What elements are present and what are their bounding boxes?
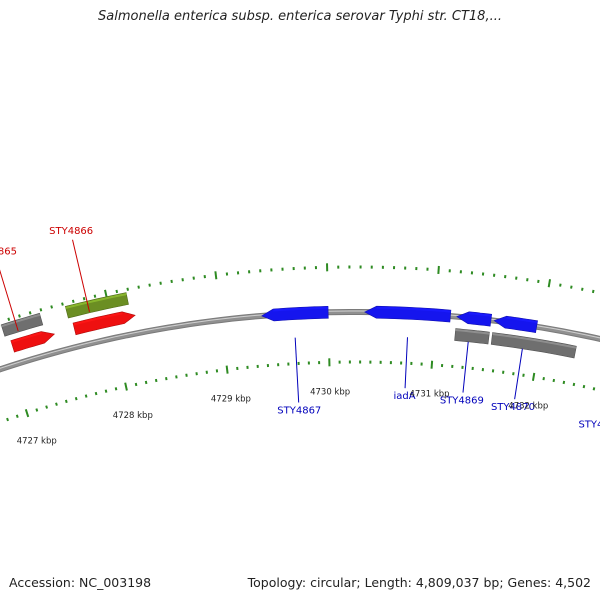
gene-feature[interactable]	[490, 332, 577, 359]
inner-tick-major	[531, 372, 536, 382]
inner-tick-major	[24, 408, 30, 418]
gene-label[interactable]: STY4867	[277, 406, 321, 417]
outer-tick-major	[437, 265, 440, 275]
outer-tick	[570, 285, 573, 289]
outer-tick	[93, 294, 97, 298]
kbp-label: 4729 kbp	[211, 394, 251, 404]
outer-tick	[71, 299, 75, 304]
inner-tick	[582, 384, 586, 389]
gene-highlight	[492, 333, 577, 349]
gene-highlight	[1, 313, 41, 328]
inner-tick	[144, 380, 148, 385]
inner-tick	[114, 387, 118, 391]
inner-tick	[165, 376, 168, 381]
genome-summary-text: Topology: circular; Length: 4,809,037 bp…	[247, 575, 591, 590]
label-leader	[0, 269, 19, 332]
kbp-label: 4730 kbp	[310, 387, 350, 397]
inner-tick	[94, 391, 98, 396]
gene-highlight	[65, 293, 127, 309]
accession-text: Accession: NC_003198	[9, 575, 152, 590]
gene-feature[interactable]	[64, 292, 129, 319]
gene-highlight	[506, 316, 538, 324]
outer-tick	[137, 285, 140, 289]
gene-feature[interactable]	[0, 312, 44, 337]
gene-feature[interactable]	[72, 311, 136, 336]
gene-label[interactable]: STY4871	[578, 419, 600, 430]
genome-title: Salmonella enterica subsp. enterica sero…	[98, 9, 502, 24]
gene-label[interactable]: iadA	[393, 391, 415, 402]
outer-tick	[61, 302, 64, 306]
inner-tick-major	[124, 382, 128, 391]
inner-tick	[572, 382, 576, 387]
gene-label[interactable]: STY4866	[49, 226, 93, 237]
gene-highlight	[376, 306, 451, 313]
inner-tick	[542, 376, 545, 381]
kbp-label: 4732 kbp	[508, 401, 548, 411]
outer-tick	[591, 289, 595, 294]
outer-tick	[7, 317, 11, 321]
inner-tick	[592, 387, 596, 391]
inner-tick	[74, 396, 78, 401]
label-leader	[404, 337, 408, 389]
inner-tick	[104, 389, 108, 393]
gene-highlight	[73, 312, 123, 326]
gene-label[interactable]: STY4870	[491, 402, 535, 413]
gene-highlight	[455, 329, 490, 335]
inner-tick	[552, 378, 556, 383]
inner-tick	[84, 394, 88, 398]
label-leader	[294, 337, 300, 403]
gene-label[interactable]: STY4865	[0, 246, 17, 257]
label-leader	[514, 348, 523, 400]
kbp-label: 4731 kbp	[410, 390, 450, 400]
label-leader	[72, 239, 90, 312]
gene-highlight	[273, 306, 329, 312]
gene-highlight	[10, 332, 42, 344]
inner-tick	[45, 405, 49, 409]
gene-feature[interactable]	[10, 331, 56, 353]
inner-tick	[15, 414, 19, 419]
outer-tick	[559, 283, 562, 287]
outer-tick-major	[214, 271, 218, 280]
inner-tick	[55, 402, 58, 406]
kbp-label: 4728 kbp	[113, 411, 153, 421]
outer-tick	[115, 289, 119, 294]
outer-tick	[39, 308, 43, 312]
inner-tick-major	[225, 365, 229, 374]
label-layer: uxuRSTY4864STY4865STY4866trpS2STY4867iad…	[0, 226, 600, 430]
inner-tick-major	[430, 360, 434, 369]
outer-tick	[18, 314, 21, 318]
inner-tick	[134, 382, 138, 387]
gene-layer	[0, 292, 577, 359]
tick-rings	[0, 263, 596, 422]
kbp-label: 4727 kbp	[17, 437, 57, 447]
outer-tick	[581, 287, 584, 291]
inner-tick	[154, 378, 158, 383]
inner-tick	[35, 408, 39, 412]
outer-tick	[28, 311, 32, 315]
outer-tick-major	[547, 279, 552, 288]
inner-tick	[562, 380, 566, 385]
inner-tick	[6, 417, 9, 422]
outer-tick	[126, 287, 129, 291]
label-leader	[462, 341, 469, 393]
gene-label[interactable]: STY4869	[440, 395, 484, 406]
outer-tick-major	[104, 289, 108, 298]
inner-tick	[64, 399, 68, 404]
gene-highlight	[468, 312, 492, 317]
outer-tick	[50, 305, 54, 309]
outer-tick	[82, 297, 86, 301]
outer-tick	[148, 283, 151, 287]
